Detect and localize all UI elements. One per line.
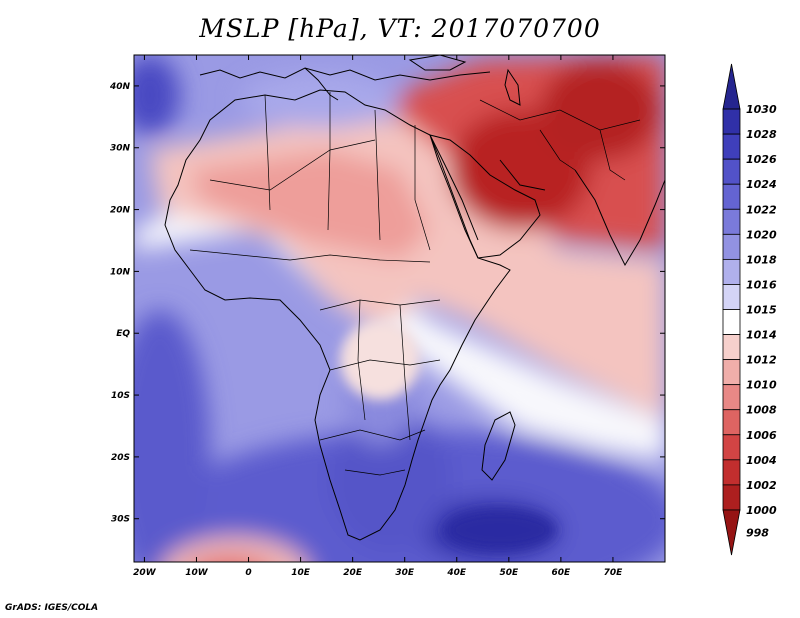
lat-label: 20S	[111, 453, 130, 463]
map-title: MSLP [hPa], VT: 2017070700	[199, 14, 601, 43]
colorbar-swatch	[722, 284, 741, 310]
colorbar-swatch	[722, 359, 741, 386]
colorbar-swatch	[722, 108, 741, 135]
colorbar-label: 1010	[746, 379, 777, 392]
latitude-axis: 40N 30N 20N 10N EQ 10S 20S 30S	[109, 82, 665, 525]
colorbar-swatch	[722, 133, 741, 160]
coastlines	[164, 55, 665, 541]
colorbar-swatch	[722, 63, 741, 110]
colorbar-swatch	[722, 334, 741, 361]
colorbar-label: 1024	[746, 178, 777, 191]
colorbar-swatch	[722, 233, 741, 260]
lon-label: 40E	[446, 568, 467, 578]
lon-label: 0	[245, 568, 251, 578]
lon-label: 30E	[395, 568, 415, 578]
colorbar-label: 1004	[746, 454, 777, 467]
colorbar-label: 1000	[746, 504, 777, 517]
colorbar-swatch	[722, 459, 741, 486]
lon-label: 70E	[604, 568, 624, 578]
colorbar-label: 998	[746, 526, 769, 539]
colorbar-label: 1022	[746, 203, 777, 216]
lat-label: 20N	[110, 206, 131, 216]
colorbar-label: 1016	[746, 278, 777, 291]
lon-label: 20E	[343, 568, 363, 578]
longitude-axis: 20W 10W 0 10E 20E 30E 40E 50E 60E 70E	[133, 55, 623, 578]
lat-label: 10S	[111, 391, 130, 401]
colorbar-label: 1002	[746, 479, 777, 492]
lat-label: 40N	[109, 82, 131, 92]
grads-credit: GrADS: IGES/COLA	[5, 603, 99, 613]
lon-label: 10W	[185, 568, 209, 578]
lon-label: 10E	[291, 568, 311, 578]
lat-label: 30S	[111, 515, 130, 525]
colorbar-label: 1012	[746, 354, 777, 367]
colorbar-label: 1018	[746, 253, 777, 266]
lat-label: EQ	[116, 329, 130, 339]
country-borders	[189, 92, 641, 476]
colorbar: 1030 1028 1026 1024 1022 1020 1018 1016 1015 1014…	[722, 63, 777, 556]
lon-label: 60E	[552, 568, 572, 578]
colorbar-label: 1008	[746, 404, 777, 417]
colorbar-label: 1028	[746, 128, 777, 141]
colorbar-label: 1014	[746, 329, 777, 342]
colorbar-swatch	[722, 183, 741, 210]
lat-label: 10N	[110, 267, 131, 277]
colorbar-swatch	[722, 484, 741, 511]
colorbar-label: 1020	[746, 228, 777, 241]
colorbar-label: 1006	[746, 429, 777, 442]
lon-label: 50E	[499, 568, 519, 578]
colorbar-swatch	[722, 409, 741, 436]
lon-label: 20W	[133, 568, 157, 578]
lat-label: 30N	[110, 144, 131, 154]
colorbar-swatch	[722, 384, 741, 411]
colorbar-swatch	[722, 434, 741, 461]
colorbar-label: 1030	[746, 103, 777, 116]
colorbar-swatch	[722, 509, 741, 556]
colorbar-swatch	[722, 158, 741, 185]
colorbar-swatch	[722, 208, 741, 235]
map-frame	[133, 54, 666, 563]
colorbar-swatch	[722, 309, 741, 335]
colorbar-label: 1026	[746, 153, 777, 166]
colorbar-swatch	[722, 258, 741, 285]
pressure-field	[134, 55, 665, 562]
colorbar-label: 1015	[746, 304, 777, 317]
